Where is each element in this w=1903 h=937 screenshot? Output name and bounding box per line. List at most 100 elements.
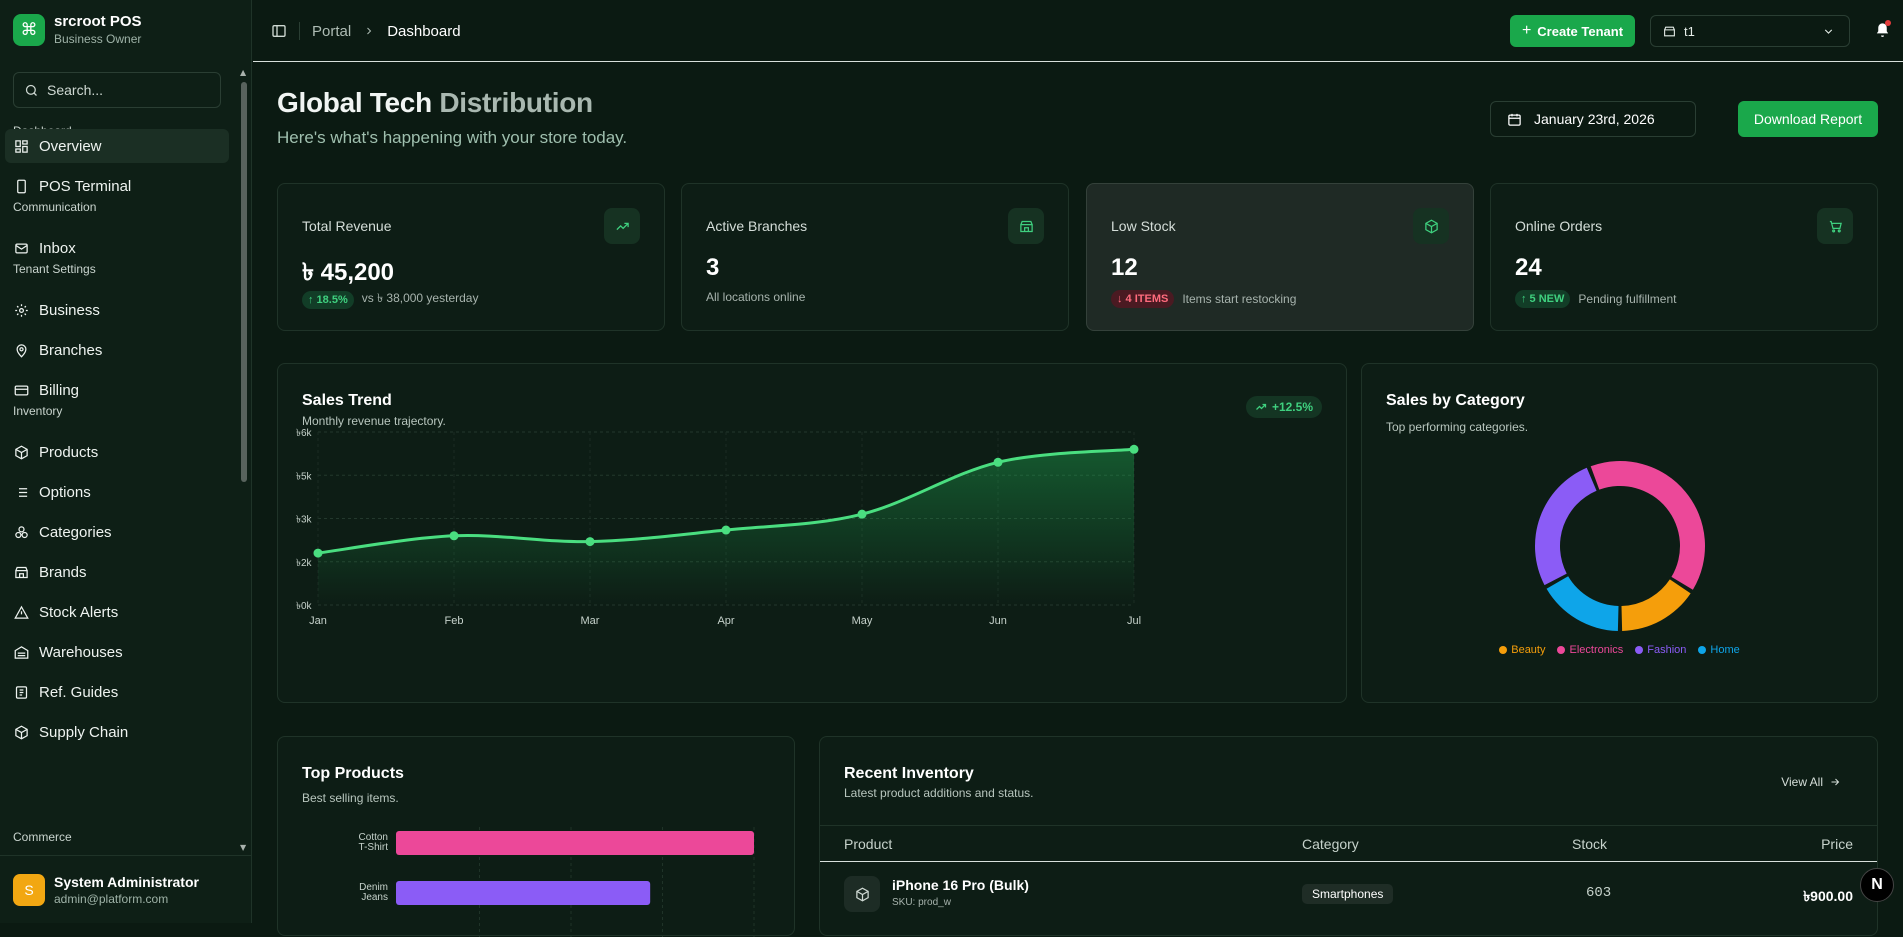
page-title: Global Tech Distribution bbox=[277, 87, 593, 119]
sidebar: ⌘ srcroot POS Business Owner Dashboard O… bbox=[0, 0, 252, 923]
main-content: Global Tech Distribution Here's what's h… bbox=[253, 63, 1903, 937]
create-tenant-button[interactable]: + Create Tenant bbox=[1510, 15, 1635, 47]
sidebar-item-branches[interactable]: Branches bbox=[5, 333, 229, 367]
guide-icon bbox=[15, 685, 28, 699]
donut-slice-electronics bbox=[1590, 461, 1705, 590]
sidebar-item-overview[interactable]: Overview bbox=[5, 129, 229, 163]
chart-legend: Beauty Electronics Fashion Home bbox=[1362, 644, 1877, 656]
scroll-up-arrow[interactable]: ▲ bbox=[240, 68, 247, 77]
sidebar-item-business[interactable]: Business bbox=[5, 293, 229, 327]
card-title: Sales by Category bbox=[1386, 392, 1525, 409]
store-icon bbox=[15, 566, 28, 578]
sidebar-item-label: Inbox bbox=[39, 239, 76, 257]
categories-icon bbox=[15, 525, 28, 538]
stat-value: 12 bbox=[1111, 254, 1138, 281]
calendar-icon bbox=[1508, 113, 1521, 126]
stat-card-low-stock[interactable]: Low Stock 12 ↓ 4 ITEMS Items start restoc… bbox=[1086, 183, 1474, 331]
sidebar-item-products[interactable]: Products bbox=[5, 435, 229, 469]
stat-card-revenue: Total Revenue ৳ 45,200 ↑ 18.5% vs ৳ 38,00… bbox=[277, 183, 665, 331]
table-header: Product Category Stock Price bbox=[820, 825, 1877, 862]
bell-icon[interactable] bbox=[1874, 22, 1891, 39]
bar-label: Cotton bbox=[359, 832, 388, 843]
divider bbox=[299, 22, 300, 40]
tenant-select[interactable]: t1 bbox=[1650, 15, 1850, 47]
data-point bbox=[585, 537, 595, 547]
x-tick-label: Apr bbox=[717, 615, 734, 627]
date-picker-button[interactable]: January 23rd, 2026 bbox=[1490, 101, 1696, 137]
section-tenant-settings: Tenant Settings bbox=[13, 262, 96, 276]
brand[interactable]: ⌘ srcroot POS Business Owner bbox=[13, 13, 142, 46]
sidebar-item-categories[interactable]: Categories bbox=[5, 515, 229, 549]
user-profile[interactable]: S System Administrator admin@platform.co… bbox=[0, 855, 252, 923]
sidebar-item-supply-chain[interactable]: Supply Chain bbox=[5, 715, 229, 749]
avatar: S bbox=[13, 873, 45, 906]
command-icon: ⌘ bbox=[13, 13, 45, 46]
data-point bbox=[857, 509, 867, 519]
recent-inventory-card: Recent Inventory Latest product addition… bbox=[819, 736, 1878, 936]
next-devtools-button[interactable]: N bbox=[1860, 868, 1894, 902]
stat-value: 3 bbox=[706, 254, 720, 281]
sidebar-item-ref-guides[interactable]: Ref. Guides bbox=[5, 675, 229, 709]
sidebar-item-label: Overview bbox=[39, 137, 102, 155]
y-tick-label: ৳6k bbox=[296, 428, 313, 439]
page-subtitle: Here's what's happening with your store … bbox=[277, 128, 628, 147]
sales-trend-chart: ৳0k ৳2k ৳3k ৳5k ৳6k Jan Feb Mar Apr May Jun Jul bbox=[296, 428, 1141, 627]
legend-item: Fashion bbox=[1635, 644, 1686, 656]
sidebar-item-warehouses[interactable]: Warehouses bbox=[5, 635, 229, 669]
column-header[interactable]: Stock bbox=[1572, 836, 1608, 852]
breadcrumb-dashboard: Dashboard bbox=[387, 22, 461, 40]
legend-swatch bbox=[1635, 646, 1644, 654]
column-header[interactable]: Price bbox=[1821, 836, 1853, 852]
list-icon bbox=[15, 487, 28, 497]
search-input[interactable] bbox=[47, 82, 207, 98]
sidebar-item-label: Supply Chain bbox=[39, 723, 129, 741]
y-tick-label: ৳5k bbox=[296, 471, 313, 482]
tablet-icon bbox=[17, 179, 26, 193]
sidebar-item-billing[interactable]: Billing bbox=[5, 373, 229, 407]
brand-subtitle: Business Owner bbox=[54, 32, 142, 46]
card-subtitle: Top performing categories. bbox=[1386, 420, 1529, 434]
sidebar-scrollbar[interactable] bbox=[241, 82, 247, 482]
stat-note: vs ৳ 38,000 yesterday bbox=[361, 291, 479, 305]
scroll-down-arrow[interactable]: ▼ bbox=[240, 843, 247, 852]
section-communication: Communication bbox=[13, 200, 97, 214]
y-tick-label: ৳2k bbox=[296, 558, 313, 569]
date-value: January 23rd, 2026 bbox=[1534, 111, 1655, 127]
legend-item: Beauty bbox=[1499, 644, 1545, 656]
stat-badge: ↑ 18.5% bbox=[302, 291, 354, 309]
sidebar-item-pos-terminal[interactable]: POS Terminal bbox=[5, 169, 229, 203]
price-value: ৳900.00 bbox=[1803, 888, 1853, 904]
data-point bbox=[449, 531, 459, 541]
package-icon bbox=[15, 725, 28, 739]
card-title: Recent Inventory bbox=[844, 765, 974, 782]
sidebar-item-options[interactable]: Options bbox=[5, 475, 229, 509]
bar-label: Jeans bbox=[361, 892, 388, 903]
brand-name: srcroot POS bbox=[54, 13, 142, 30]
stat-label: Online Orders bbox=[1515, 218, 1603, 234]
category-badge: Smartphones bbox=[1302, 884, 1394, 904]
box-icon bbox=[844, 876, 880, 912]
card-subtitle: Latest product additions and status. bbox=[844, 786, 1034, 800]
legend-swatch bbox=[1557, 646, 1566, 654]
stat-note: Items start restocking bbox=[1182, 292, 1297, 306]
category-donut-chart bbox=[1535, 461, 1705, 631]
arrow-right-icon bbox=[1831, 778, 1840, 786]
search-icon bbox=[25, 84, 37, 96]
sidebar-toggle-icon[interactable] bbox=[271, 23, 287, 39]
donut-slice-home bbox=[1546, 576, 1619, 631]
breadcrumb: Portal Dashboard bbox=[271, 22, 461, 40]
data-point bbox=[993, 457, 1003, 467]
search-box[interactable] bbox=[13, 72, 221, 108]
sidebar-item-label: Brands bbox=[39, 563, 87, 581]
sidebar-item-brands[interactable]: Brands bbox=[5, 555, 229, 589]
download-report-button[interactable]: Download Report bbox=[1738, 101, 1878, 137]
breadcrumb-portal[interactable]: Portal bbox=[312, 22, 352, 40]
stock-value: 603 bbox=[1586, 885, 1612, 901]
view-all-link[interactable]: View All bbox=[1781, 775, 1841, 789]
sidebar-item-stock-alerts[interactable]: Stock Alerts bbox=[5, 595, 229, 629]
table-row[interactable]: iPhone 16 Pro (Bulk) SKU: prod_w Smartph… bbox=[820, 864, 1877, 924]
column-header[interactable]: Category bbox=[1302, 836, 1359, 852]
sidebar-item-inbox[interactable]: Inbox bbox=[5, 231, 229, 265]
store-icon bbox=[1664, 26, 1675, 36]
column-header[interactable]: Product bbox=[844, 836, 893, 852]
